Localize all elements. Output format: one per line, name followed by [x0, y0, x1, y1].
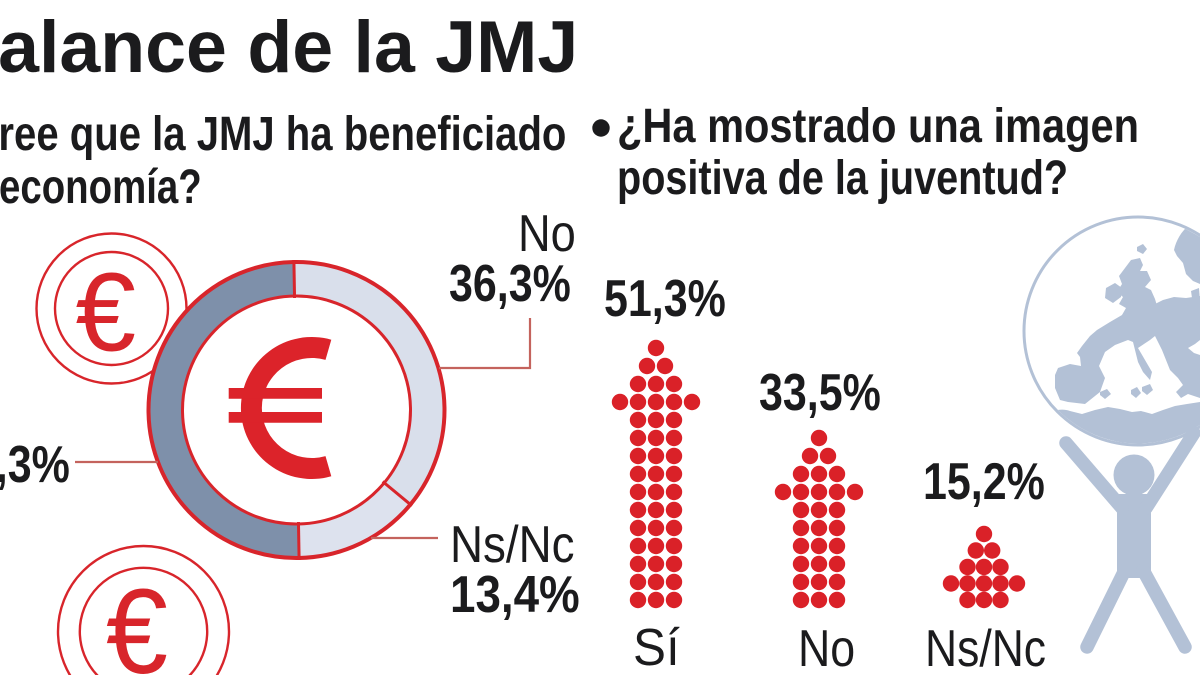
svg-text:€: € — [106, 564, 168, 675]
svg-text:€: € — [75, 252, 135, 375]
